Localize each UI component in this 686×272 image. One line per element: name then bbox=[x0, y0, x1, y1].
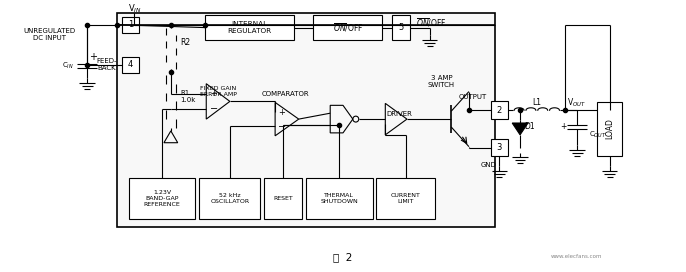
Text: LOAD: LOAD bbox=[605, 119, 614, 139]
Text: OUTPUT: OUTPUT bbox=[458, 94, 486, 100]
Bar bbox=[121, 57, 139, 73]
Text: V$_{OUT}$: V$_{OUT}$ bbox=[567, 96, 587, 109]
Text: L1: L1 bbox=[532, 98, 541, 107]
Text: 3: 3 bbox=[497, 143, 502, 152]
Text: +: + bbox=[560, 122, 567, 131]
Text: 3 AMP
SWITCH: 3 AMP SWITCH bbox=[428, 75, 455, 88]
Bar bbox=[121, 17, 139, 33]
Bar bbox=[117, 13, 495, 227]
Text: +: + bbox=[210, 89, 217, 98]
Text: C$_{OUT}$: C$_{OUT}$ bbox=[589, 130, 606, 140]
Text: V$_{IN}$: V$_{IN}$ bbox=[128, 3, 141, 15]
Text: FIXED GAIN
ERROR AMP: FIXED GAIN ERROR AMP bbox=[200, 86, 237, 97]
Text: R2: R2 bbox=[180, 38, 191, 47]
Text: COMPARATOR: COMPARATOR bbox=[261, 91, 309, 97]
Bar bbox=[205, 15, 294, 41]
Bar bbox=[490, 101, 508, 119]
Text: −: − bbox=[210, 104, 218, 114]
Bar bbox=[392, 15, 410, 41]
Text: 52 kHz
OSCILLATOR: 52 kHz OSCILLATOR bbox=[211, 193, 250, 204]
Text: FEED-
BACK: FEED- BACK bbox=[97, 58, 117, 72]
Bar bbox=[128, 178, 196, 220]
Bar bbox=[490, 139, 508, 156]
Text: 1.23V
BAND-GAP
REFERENCE: 1.23V BAND-GAP REFERENCE bbox=[143, 190, 180, 207]
Text: 5: 5 bbox=[399, 23, 403, 32]
Polygon shape bbox=[512, 123, 528, 135]
Bar bbox=[264, 178, 302, 220]
Text: UNREGULATED
DC INPUT: UNREGULATED DC INPUT bbox=[24, 28, 76, 41]
Text: GND: GND bbox=[481, 162, 497, 168]
Text: THERMAL
SHUTDOWN: THERMAL SHUTDOWN bbox=[320, 193, 358, 204]
Text: INTERNAL
REGULATOR: INTERNAL REGULATOR bbox=[228, 21, 272, 34]
Text: 1: 1 bbox=[128, 20, 133, 29]
Text: R1
1.0k: R1 1.0k bbox=[180, 90, 196, 103]
Bar bbox=[377, 178, 436, 220]
Text: $\overline{ON}$/OFF: $\overline{ON}$/OFF bbox=[333, 21, 363, 34]
Bar bbox=[200, 178, 261, 220]
Text: RESET: RESET bbox=[273, 196, 293, 201]
Text: +: + bbox=[89, 52, 97, 62]
Bar bbox=[314, 15, 382, 41]
Bar bbox=[597, 102, 622, 156]
Text: 图  2: 图 2 bbox=[333, 252, 353, 262]
Text: D1: D1 bbox=[525, 122, 535, 131]
Text: $\overline{ON}$/OFF: $\overline{ON}$/OFF bbox=[416, 16, 447, 29]
Text: www.elecfans.com: www.elecfans.com bbox=[550, 254, 602, 259]
Text: 2: 2 bbox=[497, 106, 502, 115]
Text: −: − bbox=[278, 122, 286, 132]
Text: CURRENT
LIMIT: CURRENT LIMIT bbox=[391, 193, 421, 204]
Text: DRIVER: DRIVER bbox=[386, 111, 412, 117]
Text: C$_{IN}$: C$_{IN}$ bbox=[62, 61, 73, 71]
Bar bbox=[306, 178, 372, 220]
Text: 4: 4 bbox=[128, 60, 133, 70]
Text: +: + bbox=[278, 108, 285, 117]
